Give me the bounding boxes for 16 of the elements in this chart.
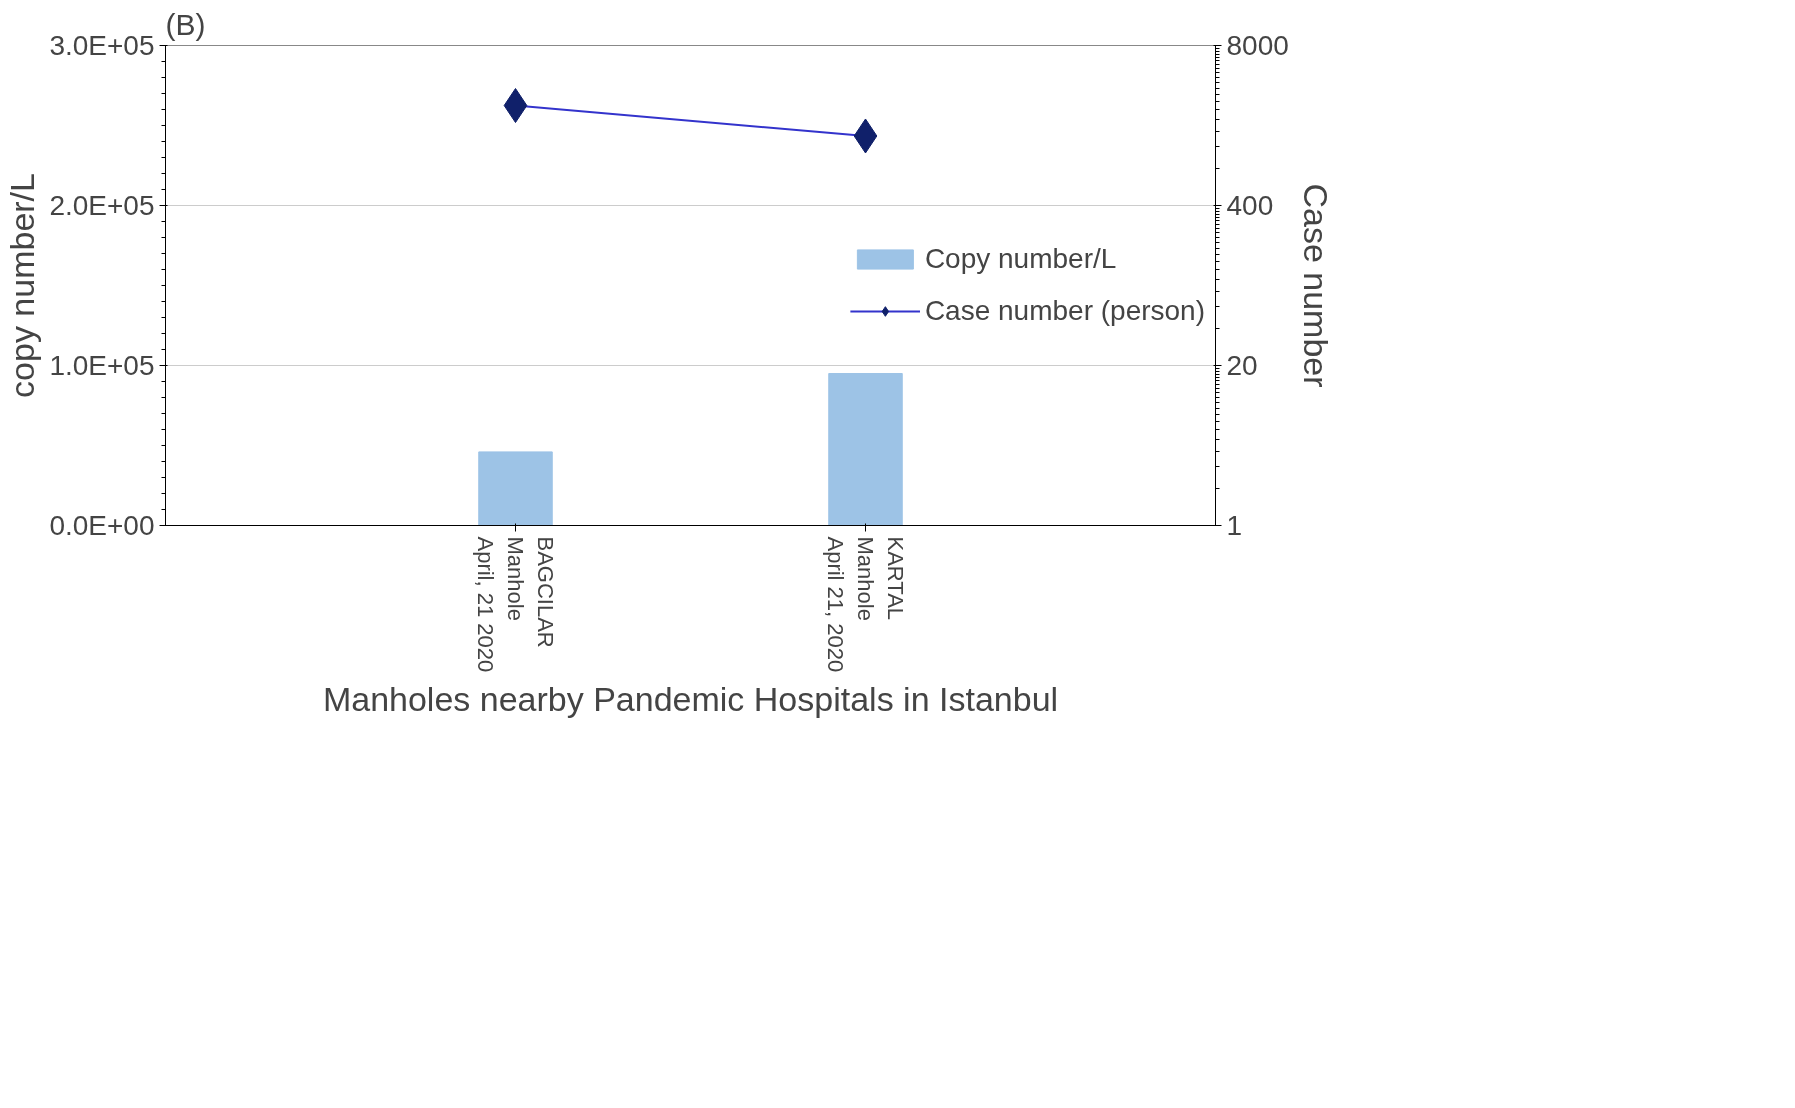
y2-tick-label: 8000 xyxy=(1226,30,1289,61)
legend-label: Copy number/L xyxy=(924,243,1117,275)
y2-tick-label: 20 xyxy=(1226,350,1258,381)
x-tick-label: KARTAL Manhole April 21, 2020 xyxy=(823,536,908,673)
y-tick-label: 1.0E+05 xyxy=(49,350,155,381)
y-axis-title: copy number/L xyxy=(3,173,42,398)
y-tick-label: 0.0E+00 xyxy=(49,510,155,541)
x-tick-label: BAGCILAR Manhole April, 21 2020 xyxy=(473,536,558,673)
y-tick-label: 2.0E+05 xyxy=(49,190,155,221)
y2-tick-label: 400 xyxy=(1226,190,1274,221)
x-axis-title: Manholes nearby Pandemic Hospitals in Istanbul xyxy=(322,680,1059,719)
y-tick-label: 3.0E+05 xyxy=(49,30,155,61)
legend-label: Case number (person) xyxy=(924,295,1205,327)
chart-title: (B) xyxy=(165,7,206,41)
y2-axis-title: Case number xyxy=(1296,183,1335,388)
y2-tick-label: 1 xyxy=(1226,510,1243,541)
